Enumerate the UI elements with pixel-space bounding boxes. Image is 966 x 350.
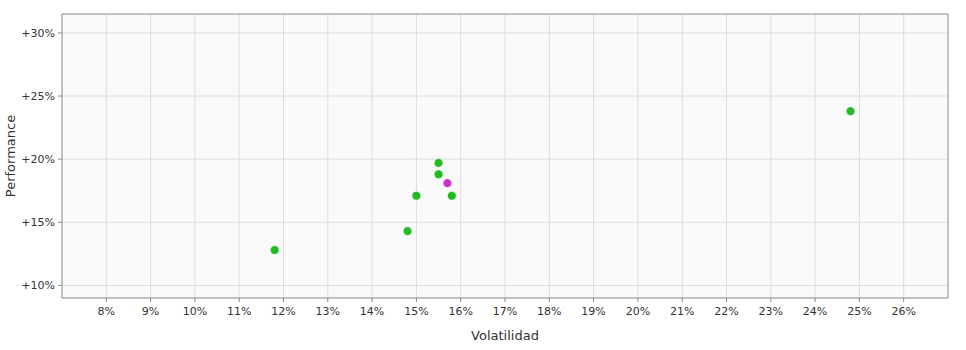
x-grid-line (903, 14, 904, 298)
series (443, 179, 452, 188)
y-grid-line (62, 285, 948, 286)
point (443, 179, 452, 188)
x-tick-label: 21% (670, 305, 694, 318)
x-tick (283, 298, 284, 302)
point (846, 107, 855, 116)
plot-background (62, 14, 948, 298)
x-tick-label: 10% (183, 305, 207, 318)
point (403, 227, 412, 236)
x-tick-label: 11% (227, 305, 251, 318)
x-tick (150, 298, 151, 302)
x-tick (726, 298, 727, 302)
x-tick-label: 9% (142, 305, 159, 318)
x-grid-line (416, 14, 417, 298)
point (447, 191, 456, 200)
y-tick (58, 159, 62, 160)
grid (58, 14, 948, 302)
x-tick (682, 298, 683, 302)
x-axis-label: Volatilidad (471, 328, 539, 343)
x-grid-line (815, 14, 816, 298)
x-tick-label: 16% (448, 305, 472, 318)
x-tick (637, 298, 638, 302)
x-tick-label: 13% (316, 305, 340, 318)
x-tick-label: 20% (626, 305, 650, 318)
x-grid-line (859, 14, 860, 298)
y-tick-label: +15% (21, 216, 55, 229)
x-tick (460, 298, 461, 302)
x-tick-label: 22% (714, 305, 738, 318)
y-tick-label: +30% (21, 27, 55, 40)
x-tick (194, 298, 195, 302)
x-tick (239, 298, 240, 302)
x-tick (327, 298, 328, 302)
x-tick-label: 18% (537, 305, 561, 318)
y-axis-label: Performance (3, 115, 18, 197)
points (270, 107, 855, 255)
chart: 8% 9% 10% 11% 12% 13% 14% 15% 16% 17% 18% 19% 20% 21%… (0, 0, 966, 350)
plot-frame (62, 14, 948, 298)
x-grid-line (150, 14, 151, 298)
x-tick-label: 8% (98, 305, 115, 318)
x-tick (549, 298, 550, 302)
y-tick-label: +25% (21, 90, 55, 103)
x-tick (903, 298, 904, 302)
x-tick-label: 15% (404, 305, 428, 318)
x-tick-label: 25% (847, 305, 871, 318)
x-grid-line (549, 14, 550, 298)
x-grid-line (372, 14, 373, 298)
x-grid-line (770, 14, 771, 298)
x-tick-label: 24% (803, 305, 827, 318)
x-grid-line (194, 14, 195, 298)
y-tick (58, 32, 62, 33)
x-tick (815, 298, 816, 302)
x-grid-line (327, 14, 328, 298)
x-tick (593, 298, 594, 302)
series (270, 107, 855, 255)
x-tick (859, 298, 860, 302)
y-grid-line (62, 222, 948, 223)
y-grid-line (62, 32, 948, 33)
x-tick-label: 12% (271, 305, 295, 318)
x-tick-label: 26% (891, 305, 915, 318)
y-grid-line (62, 96, 948, 97)
y-tick-label: +10% (21, 279, 55, 292)
y-tick (58, 285, 62, 286)
y-tick (58, 222, 62, 223)
y-grid-line (62, 159, 948, 160)
y-tick (58, 96, 62, 97)
x-tick-label: 23% (759, 305, 783, 318)
x-tick-label: 17% (493, 305, 517, 318)
point (270, 246, 279, 255)
x-tick-label: 19% (581, 305, 605, 318)
x-tick (770, 298, 771, 302)
point (412, 191, 421, 200)
tick-labels: 8% 9% 10% 11% 12% 13% 14% 15% 16% 17% 18% 19% 20% 21%… (21, 27, 916, 318)
x-tick (106, 298, 107, 302)
x-tick (416, 298, 417, 302)
x-tick (372, 298, 373, 302)
x-grid-line (460, 14, 461, 298)
x-tick (505, 298, 506, 302)
y-tick-label: +20% (21, 153, 55, 166)
x-grid-line (505, 14, 506, 298)
x-grid-line (283, 14, 284, 298)
point (434, 158, 443, 167)
x-grid-line (239, 14, 240, 298)
x-grid-line (682, 14, 683, 298)
x-grid-line (593, 14, 594, 298)
x-grid-line (637, 14, 638, 298)
point (434, 170, 443, 179)
x-grid-line (726, 14, 727, 298)
x-tick-label: 14% (360, 305, 384, 318)
x-grid-line (106, 14, 107, 298)
